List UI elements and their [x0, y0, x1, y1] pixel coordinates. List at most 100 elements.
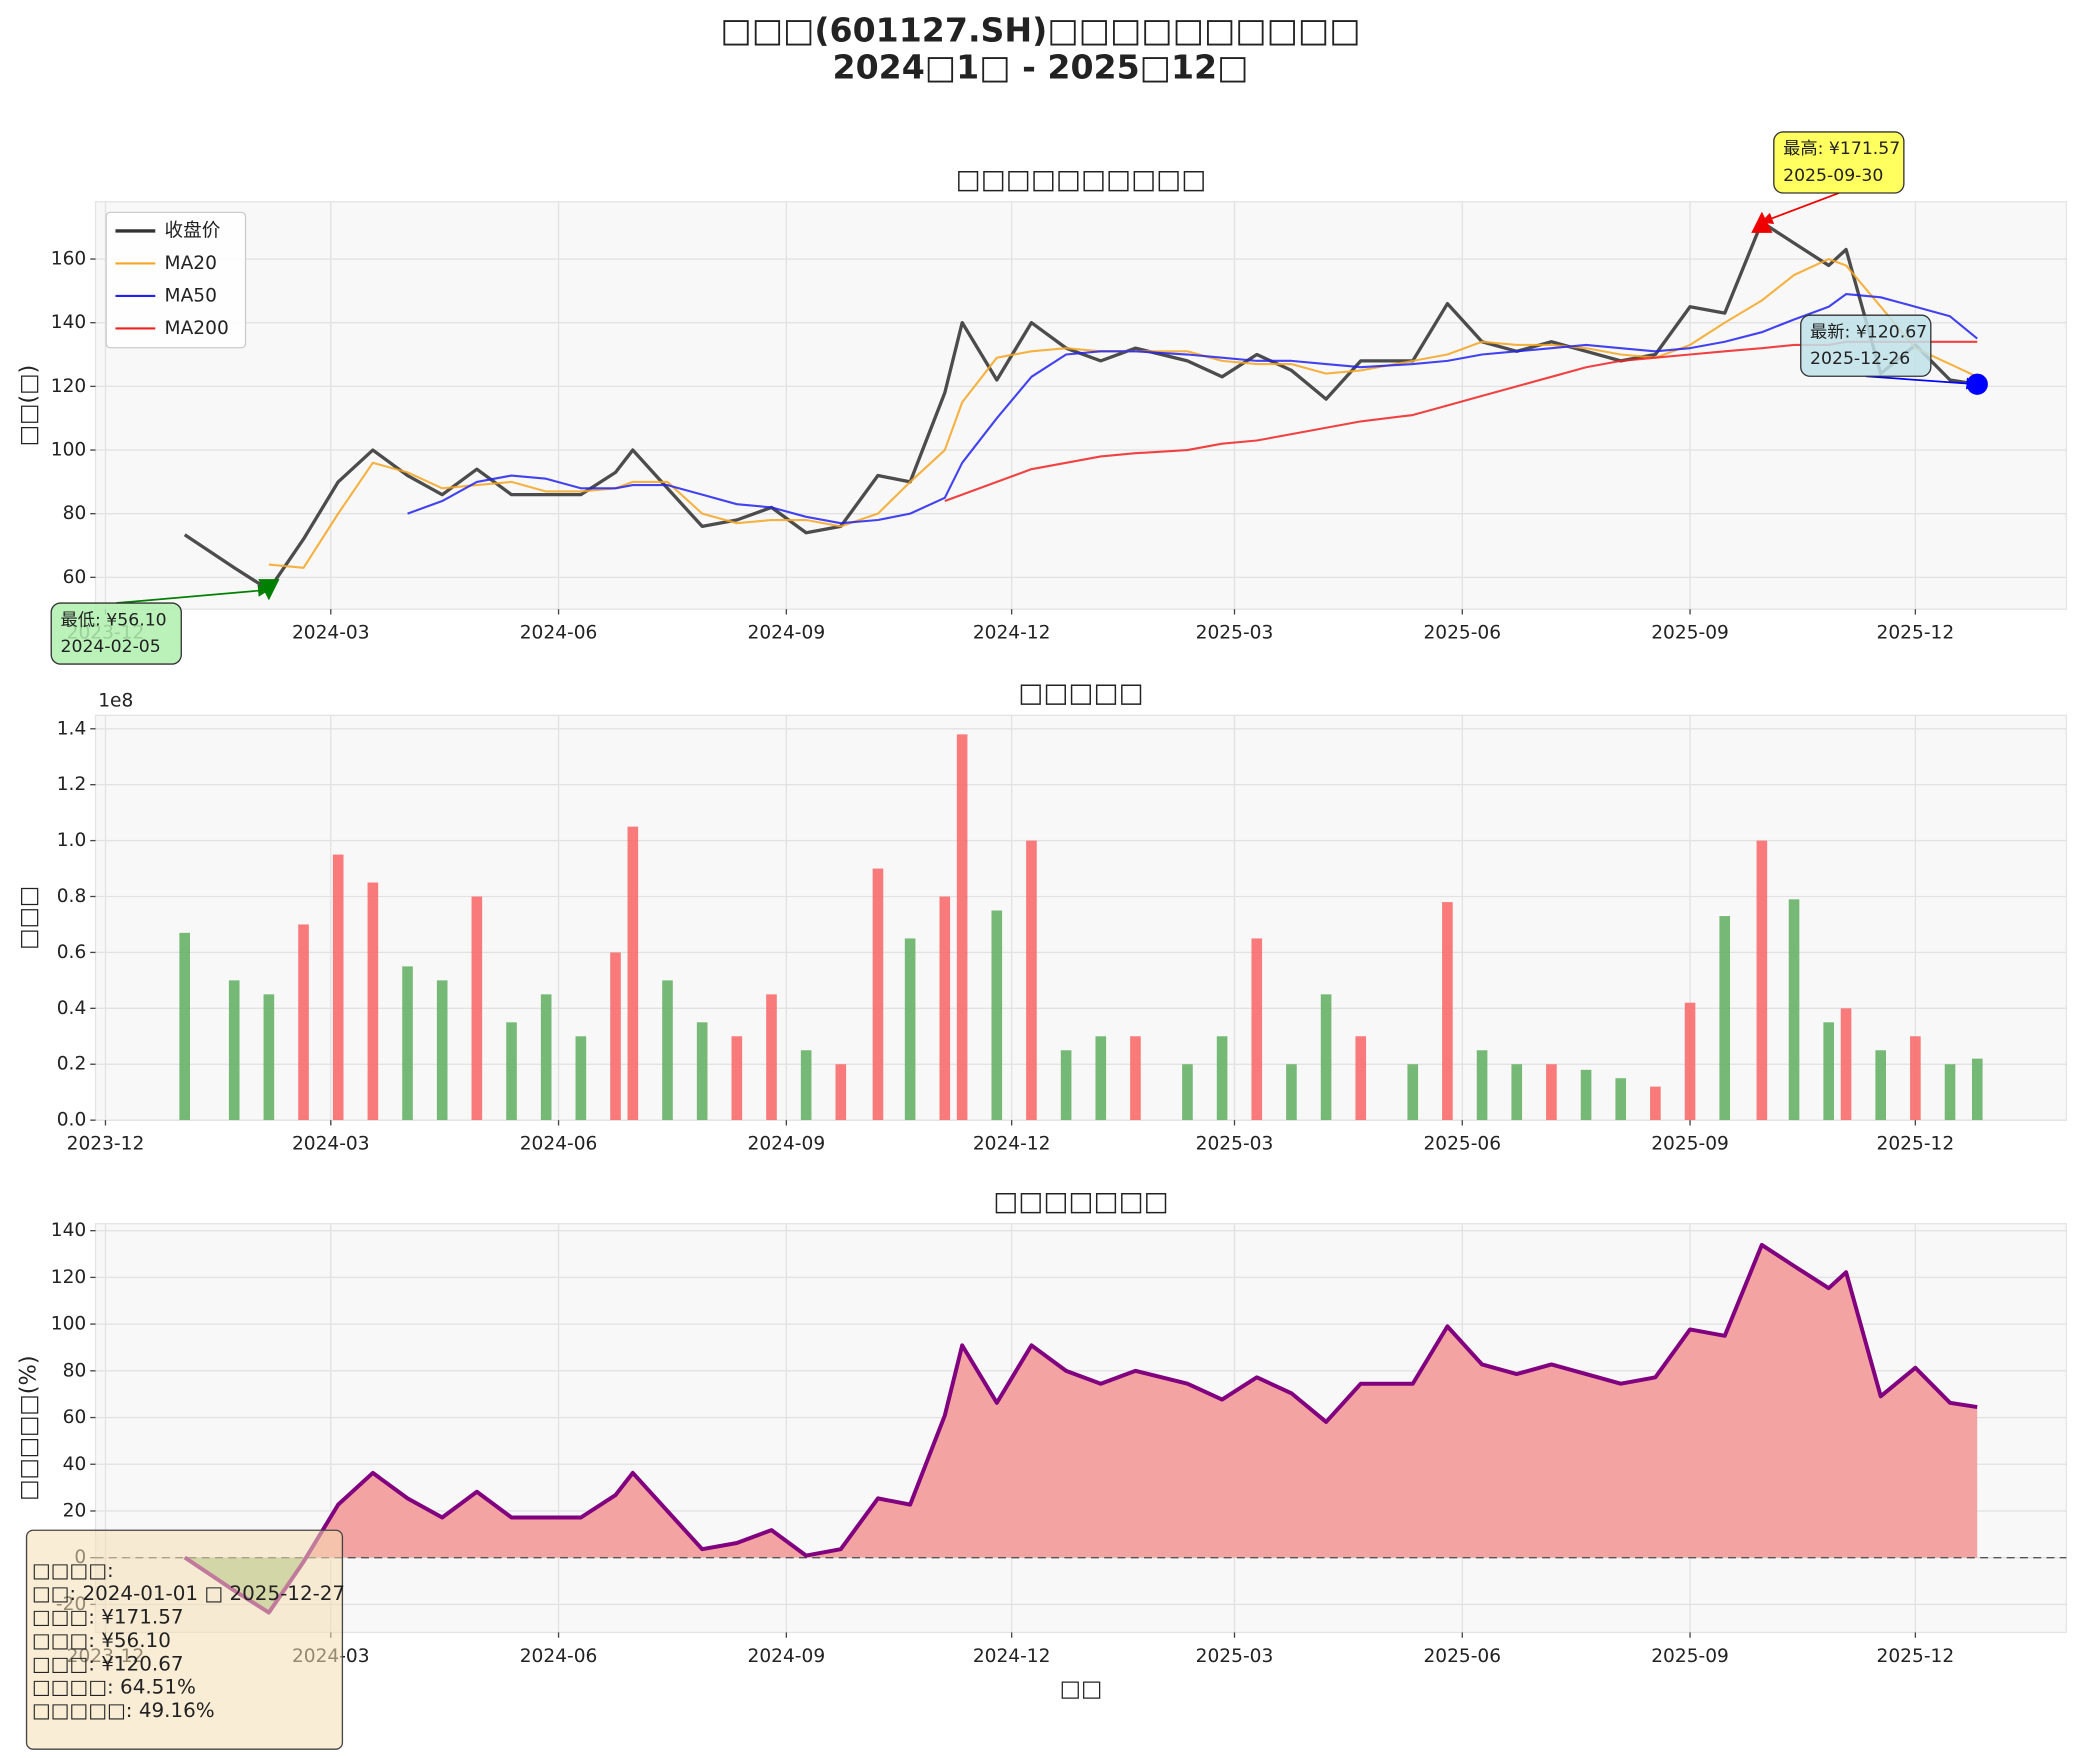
legend-label: MA20 — [165, 253, 217, 274]
marker — [1966, 373, 1988, 395]
volume-bar — [1875, 1050, 1887, 1121]
volume-bar — [627, 826, 639, 1121]
volume-bar — [436, 980, 448, 1121]
y-tick-label: 140 — [51, 1220, 86, 1241]
volume-bar — [956, 734, 968, 1121]
y-tick-label: 1.0 — [57, 830, 87, 851]
volume-bar — [1355, 1036, 1367, 1121]
line — [183, 1242, 1978, 1615]
volume-bar — [1026, 840, 1037, 1121]
x-tick-label: 2025-03 — [1196, 623, 1274, 644]
volume-bar — [471, 896, 483, 1121]
y-tick-label: 1.2 — [57, 774, 87, 795]
x-tick-label: 2025-12 — [1877, 623, 1955, 644]
annotation-arrow — [1760, 192, 1840, 225]
stats-line: □□□: ¥171.57 — [32, 1606, 184, 1629]
volume-bar — [1580, 1069, 1592, 1121]
legend-label: 收盘价 — [165, 220, 221, 241]
marker — [1751, 211, 1773, 233]
plot-area — [94, 714, 2068, 1121]
annotation-box — [1800, 314, 1932, 377]
volume-bar — [1684, 1002, 1696, 1121]
volume-bar — [766, 994, 777, 1121]
volume-bar — [1546, 1064, 1557, 1121]
stats-line: □□□□: 64.51% — [32, 1676, 196, 1699]
volume-bar — [179, 932, 190, 1121]
volume-bar — [800, 1050, 812, 1121]
x-tick-label: 2025-06 — [1423, 1134, 1501, 1155]
volume-bar — [1320, 994, 1332, 1121]
x-axis-label: □□ — [1060, 1676, 1103, 1702]
volume-bar — [1286, 1064, 1297, 1121]
annotation-text: 最新: ¥120.67 — [1810, 322, 1927, 342]
x-tick-label: 2024-06 — [520, 1646, 598, 1667]
volume-bar — [1407, 1064, 1419, 1121]
x-tick-label: 2024-12 — [973, 1646, 1051, 1667]
y-tick-label: 80 — [63, 1360, 87, 1381]
area-positive — [184, 1244, 1978, 1558]
plot-area — [94, 201, 2068, 610]
annotation-arrow — [116, 584, 271, 604]
annotation-text: 2024-02-05 — [61, 637, 161, 657]
y-tick-label: 20 — [63, 1500, 87, 1521]
x-tick-label: 2025-09 — [1651, 1134, 1729, 1155]
legend-label: MA200 — [165, 318, 229, 339]
volume-bar — [991, 910, 1003, 1121]
volume-bar — [1971, 1058, 1983, 1121]
annotation-arrow — [1865, 375, 1979, 390]
volume-bar — [263, 994, 275, 1121]
y-tick-label: 140 — [51, 312, 86, 333]
x-tick-label: 2024-09 — [748, 623, 826, 644]
volume-bar — [1719, 916, 1731, 1121]
y-tick-label: 0.0 — [57, 1110, 87, 1131]
y-tick-label: 80 — [63, 503, 87, 524]
volume-bar — [1060, 1050, 1072, 1121]
stats-line: □□□□□: 49.16% — [32, 1699, 215, 1722]
x-tick-label: 2025-06 — [1423, 1646, 1501, 1667]
panel-title: □□□□□□□ — [993, 1186, 1168, 1217]
volume-bar — [939, 896, 951, 1121]
panel-title: □□□□□□□□□□ — [956, 164, 1207, 195]
annotation-text: 最高: ¥171.57 — [1783, 139, 1900, 159]
volume-bar — [332, 854, 344, 1121]
volume-bar — [367, 882, 379, 1121]
volume-bar — [1944, 1064, 1956, 1121]
stats-line: □□: 2024-01-01 □ 2025-12-27 — [32, 1582, 345, 1605]
subtitle: 2024□1□ - 2025□12□ — [833, 48, 1249, 87]
volume-bar — [904, 938, 916, 1121]
volume-bar — [298, 924, 309, 1121]
volume-bar — [1182, 1064, 1193, 1121]
x-tick-label: 2024-09 — [748, 1646, 826, 1667]
x-tick-label: 2024-12 — [973, 1134, 1051, 1155]
volume-bar — [1756, 840, 1768, 1121]
volume-bar — [1910, 1036, 1921, 1121]
x-tick-label: 2024-03 — [292, 1134, 370, 1155]
x-tick-label: 2024-06 — [520, 623, 598, 644]
x-tick-label: 2024-06 — [520, 1134, 598, 1155]
volume-bar — [1095, 1036, 1107, 1121]
volume-bar — [731, 1036, 743, 1121]
volume-bar — [228, 980, 240, 1121]
y-axis-label: □□□ — [16, 886, 42, 950]
volume-bar — [1823, 1022, 1835, 1121]
volume-bar — [1840, 1008, 1852, 1121]
y-tick-label: 60 — [63, 1407, 87, 1428]
annotation-text: 2025-09-30 — [1783, 166, 1883, 186]
y-tick-label: 0.8 — [57, 886, 87, 907]
x-tick-label: 2025-09 — [1651, 1646, 1729, 1667]
stats-line: □□□: ¥120.67 — [32, 1652, 184, 1675]
volume-bar — [1216, 1036, 1228, 1121]
volume-bar — [402, 966, 413, 1121]
y-tick-label: 60 — [63, 567, 87, 588]
y-tick-label: 1.4 — [57, 718, 87, 739]
volume-bar — [835, 1064, 847, 1121]
annotation-box — [50, 602, 182, 665]
marker — [258, 579, 280, 601]
y-axis-label: □□□□□(%) — [16, 1355, 42, 1501]
volume-bar — [1615, 1078, 1627, 1121]
y-tick-label: 0.4 — [57, 998, 87, 1019]
volume-bar — [506, 1022, 517, 1121]
volume-bar — [662, 980, 673, 1121]
y-tick-label: 0.6 — [57, 942, 87, 963]
